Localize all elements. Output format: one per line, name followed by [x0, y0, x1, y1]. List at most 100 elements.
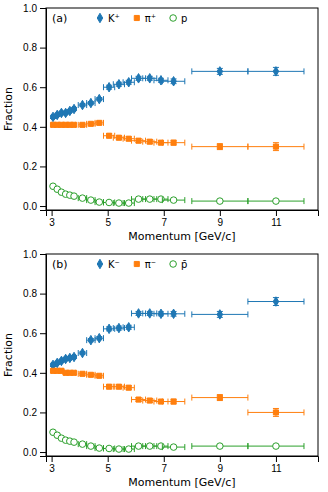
y-error-bar	[71, 123, 77, 126]
y-tick: 1.0	[23, 3, 46, 14]
y-tick-mark	[40, 373, 46, 374]
y-error-bar	[273, 67, 279, 75]
series	[50, 120, 304, 151]
x-error-bar	[143, 398, 157, 404]
x-error-bar	[87, 372, 95, 378]
y-tick-label: 1.0	[23, 249, 37, 260]
panel-label: (b)	[52, 258, 68, 271]
y-tick-label: 0.0	[23, 201, 37, 212]
x-error-bar	[123, 385, 134, 391]
point	[125, 446, 132, 453]
y-tick-mark	[40, 8, 46, 9]
point	[71, 439, 78, 446]
plot-frame	[46, 254, 318, 456]
y-tick-mark	[40, 294, 46, 295]
point	[147, 139, 152, 144]
y-axis-title: Fraction	[2, 87, 15, 131]
point	[126, 323, 131, 332]
y-axis-title: Fraction	[2, 333, 15, 377]
point	[88, 335, 93, 344]
x-error-bar	[78, 122, 86, 128]
y-tick-mark	[40, 166, 46, 167]
point	[171, 399, 176, 404]
point	[217, 395, 222, 400]
plot-area	[50, 297, 304, 453]
y-error-bar	[106, 385, 112, 389]
y-tick-label: 0.6	[23, 82, 37, 93]
series	[50, 429, 304, 452]
x-error-bar	[248, 409, 304, 415]
point	[273, 67, 278, 76]
x-error-bar	[123, 200, 134, 206]
y-axis-line	[40, 255, 47, 457]
point	[273, 198, 280, 205]
plot-frame	[46, 8, 318, 210]
point	[273, 297, 278, 306]
y-tick-label: 0.2	[23, 407, 37, 418]
x-tick-label: 7	[161, 217, 167, 228]
chart-container: 3579110.00.20.40.60.81.0Momentum [GeV/c]…	[0, 0, 328, 492]
y-tick-label: 0.0	[23, 447, 37, 458]
x-axis-line	[47, 211, 319, 217]
y-tick: 0.6	[23, 328, 46, 339]
point	[88, 98, 93, 107]
y-tick-mark	[40, 87, 46, 88]
point	[136, 397, 141, 402]
point	[217, 443, 224, 450]
x-tick-label: 5	[105, 217, 111, 228]
y-error-bar	[106, 134, 112, 138]
x-error-bar	[162, 444, 184, 450]
point	[217, 144, 222, 149]
point	[79, 195, 86, 202]
x-tick: 9	[218, 210, 224, 228]
x-error-bar	[132, 397, 146, 403]
y-error-bar	[273, 298, 279, 306]
y-error-bar	[79, 123, 85, 126]
legend-item: p̄	[170, 259, 188, 270]
legend-symbol	[134, 15, 139, 20]
x-tick: 9	[218, 456, 224, 474]
y-error-bar	[96, 121, 102, 124]
x-tick-label: 3	[49, 217, 55, 228]
point	[71, 122, 76, 127]
y-tick: 0.6	[23, 82, 46, 93]
point	[106, 324, 111, 333]
x-tick: 7	[161, 456, 167, 474]
y-error-bar	[116, 136, 122, 140]
point	[71, 104, 76, 113]
x-tick: 11	[271, 456, 282, 474]
point	[116, 135, 121, 140]
x-error-bar	[192, 443, 248, 449]
x-error-bar	[132, 138, 146, 144]
y-tick: 0.4	[23, 368, 46, 379]
x-tick-mark	[164, 210, 165, 216]
y-error-bar	[79, 372, 85, 375]
y-tick-mark	[40, 206, 46, 207]
y-tick-mark	[40, 254, 46, 255]
y-tick-label: 0.2	[23, 161, 37, 172]
y-error-bar	[88, 373, 94, 376]
point	[80, 122, 85, 127]
x-tick: 3	[49, 456, 55, 474]
point	[135, 196, 142, 203]
x-error-bar	[162, 197, 184, 203]
x-axis: 357911	[47, 210, 319, 228]
y-tick: 0.0	[23, 201, 46, 212]
point	[88, 121, 93, 126]
point	[80, 371, 85, 376]
legend-symbol	[170, 15, 177, 22]
point	[96, 445, 103, 452]
y-axis: 0.00.20.40.60.81.0	[23, 249, 46, 458]
series	[50, 297, 304, 370]
point	[79, 441, 86, 448]
legend-label: π⁺	[145, 13, 156, 24]
point	[107, 384, 112, 389]
point	[136, 309, 141, 318]
x-tick-mark	[164, 456, 165, 462]
y-error-bar	[217, 395, 223, 401]
point	[97, 94, 102, 103]
x-error-bar	[95, 445, 103, 451]
point	[88, 372, 93, 377]
x-tick-mark	[108, 456, 109, 462]
legend-item: K⁻	[97, 259, 120, 270]
